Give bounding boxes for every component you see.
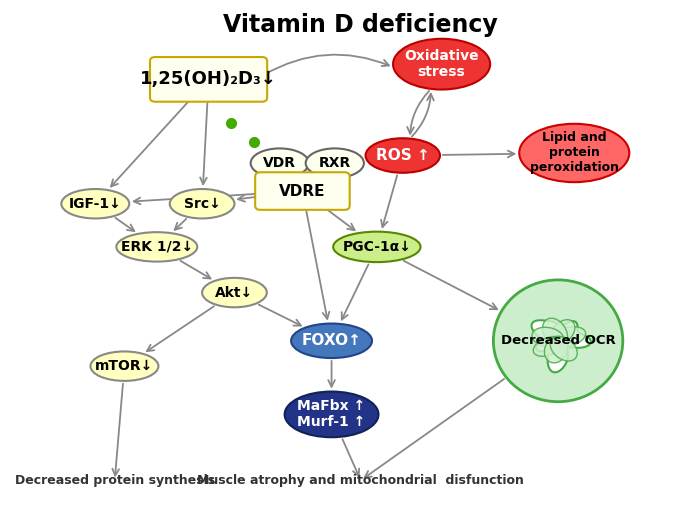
Ellipse shape	[202, 278, 267, 307]
Ellipse shape	[532, 327, 564, 348]
Text: 1,25(OH)₂D₃↓: 1,25(OH)₂D₃↓	[140, 70, 277, 89]
Text: VDR: VDR	[263, 156, 297, 170]
Text: ROS ↑: ROS ↑	[376, 148, 429, 163]
Ellipse shape	[519, 124, 630, 182]
Polygon shape	[532, 320, 590, 372]
Text: Lipid and
protein
peroxidation: Lipid and protein peroxidation	[530, 131, 619, 175]
Ellipse shape	[90, 351, 158, 381]
Ellipse shape	[291, 324, 372, 358]
Ellipse shape	[393, 39, 490, 90]
Text: Oxidative
stress: Oxidative stress	[404, 49, 479, 79]
Text: Akt↓: Akt↓	[215, 286, 253, 300]
Text: Vitamin D deficiency: Vitamin D deficiency	[223, 13, 498, 37]
FancyBboxPatch shape	[150, 57, 267, 102]
Ellipse shape	[493, 280, 623, 402]
Ellipse shape	[366, 138, 440, 173]
Text: RXR: RXR	[319, 156, 351, 170]
Ellipse shape	[545, 336, 568, 363]
Ellipse shape	[533, 336, 564, 356]
Ellipse shape	[285, 391, 379, 437]
Ellipse shape	[549, 327, 586, 348]
Text: mTOR↓: mTOR↓	[95, 359, 153, 373]
Text: Decreased protein synthesis: Decreased protein synthesis	[14, 474, 215, 487]
Ellipse shape	[62, 189, 129, 218]
Text: Src↓: Src↓	[184, 197, 221, 211]
Ellipse shape	[251, 149, 309, 178]
Ellipse shape	[551, 320, 575, 344]
FancyBboxPatch shape	[256, 172, 349, 210]
Ellipse shape	[306, 149, 364, 178]
Text: ERK 1/2↓: ERK 1/2↓	[121, 240, 193, 254]
Text: Decreased OCR: Decreased OCR	[501, 334, 615, 347]
Ellipse shape	[543, 318, 568, 347]
Ellipse shape	[116, 232, 197, 262]
Ellipse shape	[550, 336, 577, 361]
Text: FOXO↑: FOXO↑	[301, 333, 362, 348]
Ellipse shape	[333, 232, 421, 262]
Text: IGF-1↓: IGF-1↓	[69, 197, 122, 211]
Text: VDRE: VDRE	[279, 184, 325, 199]
Ellipse shape	[170, 189, 234, 218]
Text: PGC-1α↓: PGC-1α↓	[342, 240, 411, 254]
Text: MaFbx ↑
Murf-1 ↑: MaFbx ↑ Murf-1 ↑	[297, 399, 366, 430]
Text: Muscle atrophy and mitochondrial  disfunction: Muscle atrophy and mitochondrial disfunc…	[197, 474, 524, 487]
